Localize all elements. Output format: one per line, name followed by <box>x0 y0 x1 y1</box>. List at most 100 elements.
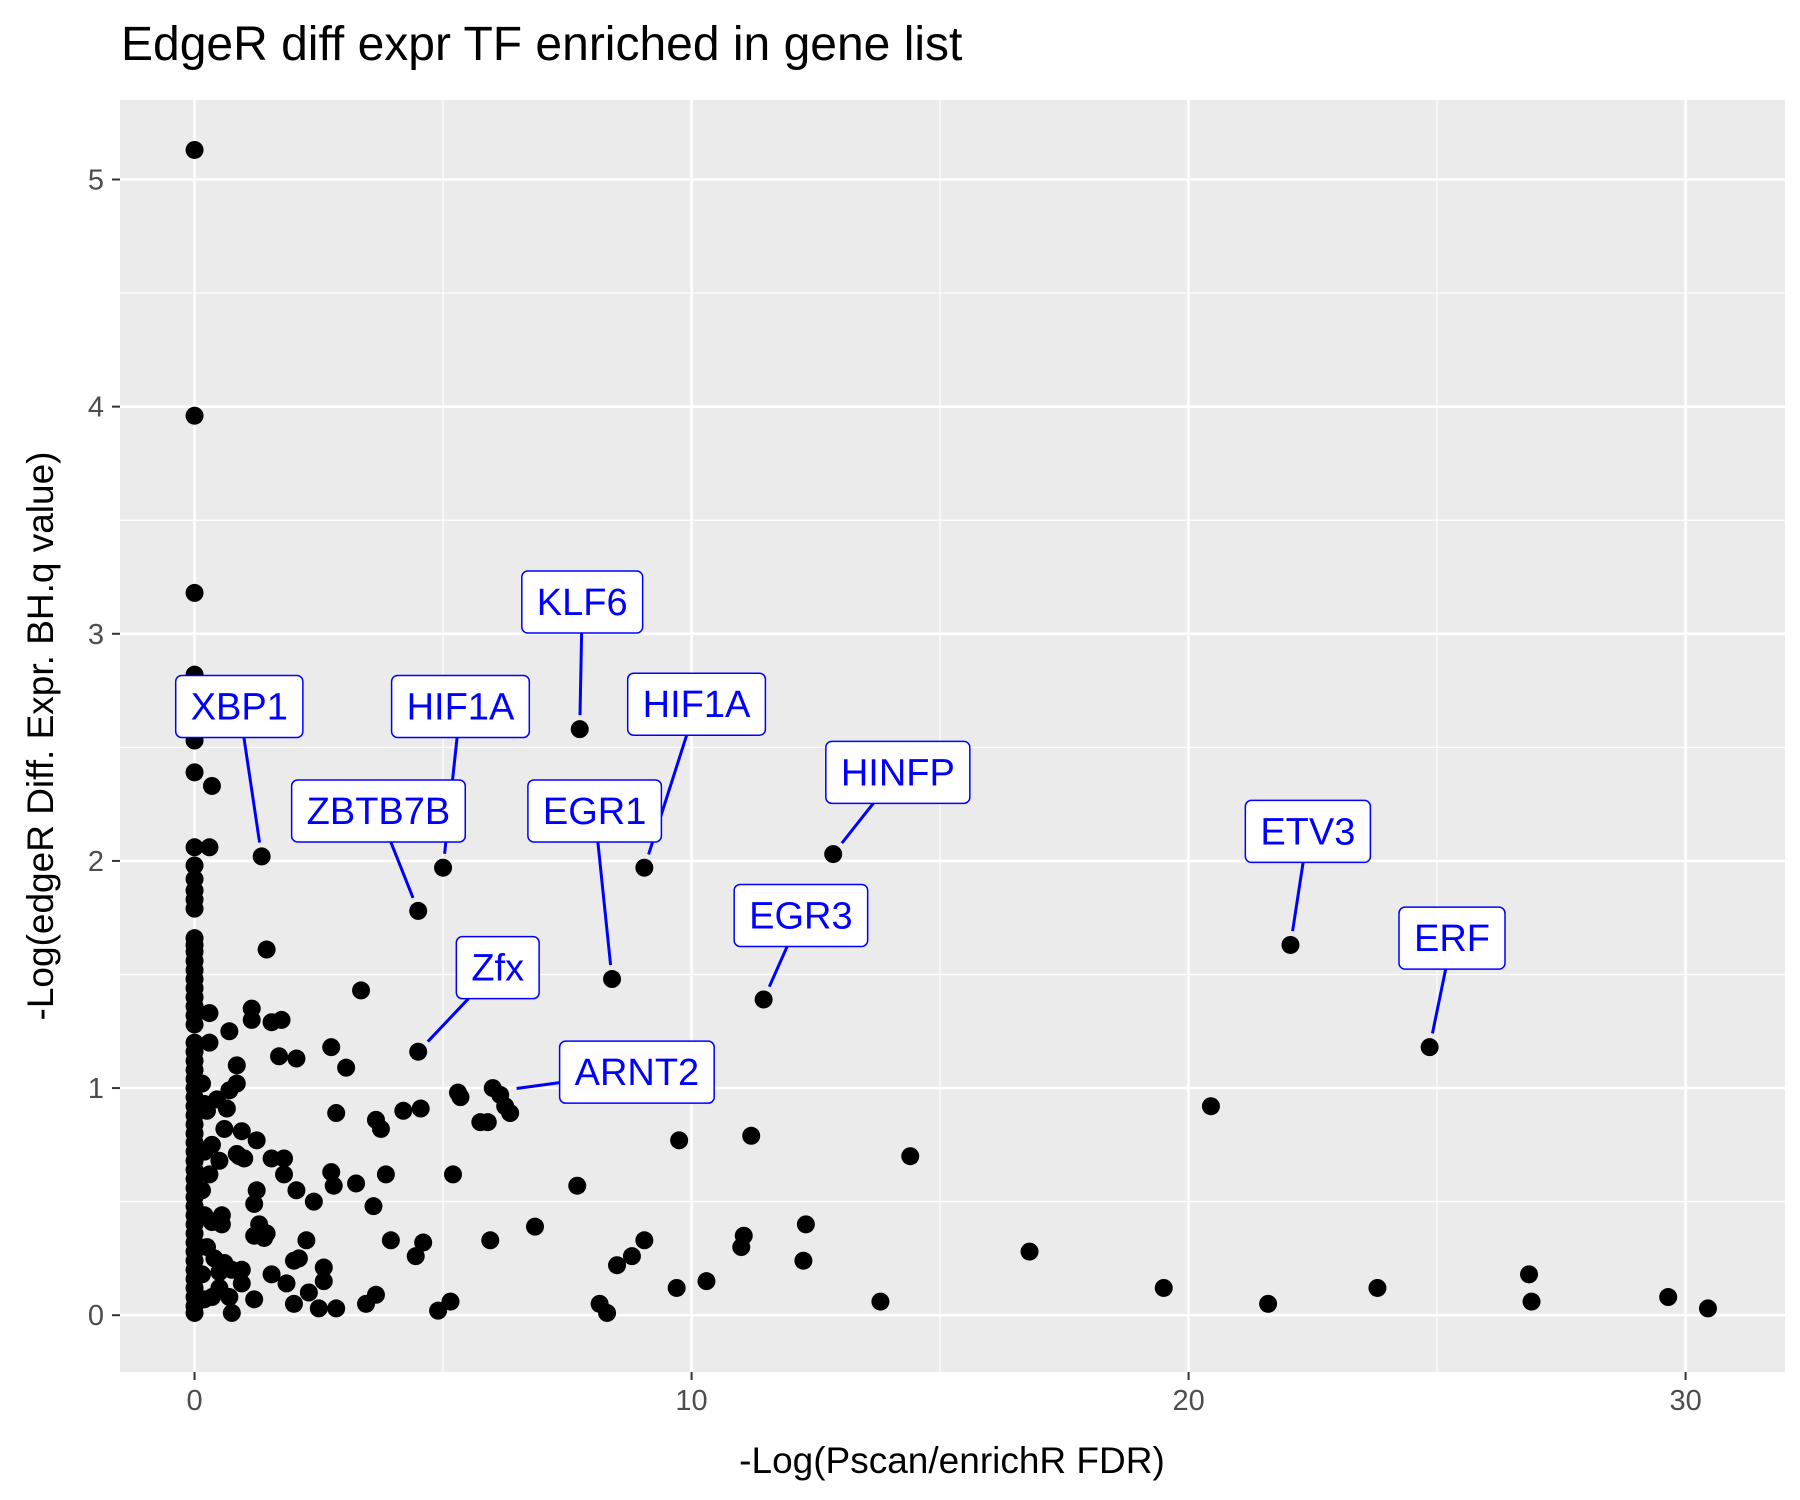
label-text: ETV3 <box>1260 811 1355 853</box>
data-point <box>501 1104 520 1123</box>
data-point <box>734 1226 753 1245</box>
data-point <box>394 1101 413 1120</box>
data-point <box>481 1231 500 1250</box>
label-box <box>174 674 304 739</box>
data-point <box>245 1194 264 1213</box>
data-point <box>193 1074 212 1093</box>
data-point <box>257 1224 276 1243</box>
data-point <box>212 1215 231 1234</box>
data-point <box>1520 1265 1539 1284</box>
data-point <box>242 1010 261 1029</box>
data-point <box>444 1165 462 1184</box>
label-box <box>626 672 767 736</box>
tf-label: ARNT2 <box>516 1040 715 1104</box>
label-text: HIF1A <box>643 684 751 726</box>
data-point <box>277 1274 296 1293</box>
data-point <box>220 1288 239 1307</box>
tf-labels: KLF6 XBP1 HIF1A HIF1A ZBTB7B EGR1 HINFP ETV3 EGR… <box>174 570 1506 1104</box>
data-point <box>598 1303 617 1322</box>
y-tick-label: 3 <box>88 619 104 651</box>
data-point <box>1020 1242 1039 1261</box>
data-point <box>222 1303 241 1322</box>
data-point <box>217 1099 236 1118</box>
data-point <box>697 1272 716 1291</box>
x-tick-label: 10 <box>675 1385 707 1417</box>
data-point <box>289 1249 308 1268</box>
label-box <box>1244 799 1372 864</box>
data-point <box>409 901 428 920</box>
data-point <box>327 1104 346 1123</box>
label-text: EGR1 <box>543 791 646 833</box>
label-box <box>527 779 663 843</box>
label-text: ERF <box>1414 918 1490 960</box>
data-point <box>1259 1294 1278 1313</box>
data-point <box>901 1147 920 1166</box>
plot-panel <box>120 100 1785 1372</box>
label-leader-line <box>767 945 789 988</box>
data-point <box>429 1301 448 1320</box>
label-box <box>733 883 869 948</box>
data-point <box>742 1126 761 1145</box>
data-point <box>796 1215 815 1234</box>
data-point <box>1201 1097 1220 1116</box>
y-tick-label: 2 <box>88 846 104 878</box>
data-point <box>347 1174 366 1193</box>
data-points <box>185 140 1717 1322</box>
label-leader-line <box>242 737 262 843</box>
tf-label: ERF <box>1398 906 1506 1034</box>
tf-label: EGR1 <box>527 779 663 966</box>
data-point <box>185 838 204 857</box>
tf-label: ZBTB7B <box>290 779 467 899</box>
data-point <box>570 720 589 739</box>
data-point <box>200 1033 219 1052</box>
chart-title: EdgeR diff expr TF enriched in gene list <box>121 18 962 71</box>
data-point <box>185 140 204 159</box>
data-point <box>247 1131 266 1150</box>
data-point <box>232 1274 251 1293</box>
label-text: HIF1A <box>407 686 515 728</box>
data-point <box>227 1056 246 1075</box>
y-axis-title: -Log(edgeR Diff. Expr. BH.q value) <box>20 452 61 1021</box>
data-point <box>185 856 204 875</box>
data-point <box>275 1149 294 1168</box>
data-point <box>193 1265 212 1284</box>
data-point <box>451 1088 470 1107</box>
x-tick-label: 20 <box>1172 1385 1204 1417</box>
tf-label: Zfx <box>426 935 540 1043</box>
data-point <box>409 1042 428 1061</box>
data-point <box>314 1258 333 1277</box>
data-point <box>1154 1278 1173 1297</box>
data-point <box>235 1149 254 1168</box>
data-point <box>322 1163 341 1182</box>
y-tick-label: 4 <box>88 392 104 424</box>
data-point <box>608 1256 627 1275</box>
tf-label: KLF6 <box>521 570 644 716</box>
data-point <box>210 1151 229 1170</box>
data-point <box>1281 935 1300 954</box>
data-point <box>185 763 204 782</box>
data-point <box>667 1278 686 1297</box>
data-point <box>200 1004 219 1023</box>
label-leader-line <box>516 1081 560 1090</box>
data-point <box>352 981 371 1000</box>
label-box <box>521 570 644 634</box>
label-text: XBP1 <box>191 686 288 728</box>
x-tick-label: 30 <box>1669 1385 1701 1417</box>
data-point <box>526 1217 545 1236</box>
data-point <box>262 1149 281 1168</box>
label-box <box>558 1040 715 1104</box>
data-point <box>287 1181 306 1200</box>
label-text: ARNT2 <box>575 1052 700 1094</box>
data-point <box>324 1176 343 1195</box>
data-point <box>309 1299 328 1318</box>
data-point <box>376 1165 395 1184</box>
label-leader-line <box>840 802 875 845</box>
data-point <box>257 940 276 959</box>
data-point <box>193 1181 212 1200</box>
data-point <box>247 1181 266 1200</box>
data-point <box>232 1122 251 1141</box>
y-tick-label: 0 <box>88 1300 104 1332</box>
label-text: EGR3 <box>749 895 852 937</box>
y-tick-label: 5 <box>88 165 104 197</box>
data-point <box>1420 1038 1439 1057</box>
